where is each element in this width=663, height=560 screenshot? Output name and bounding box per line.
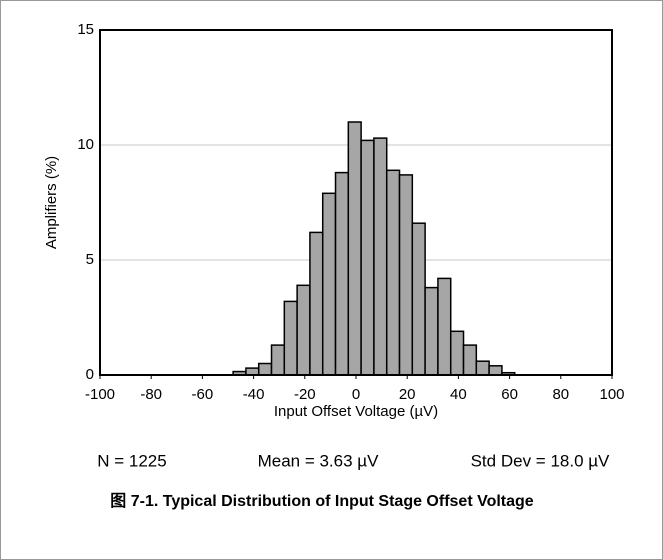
bar (283, 300, 298, 376)
y-tick-label: 10 (77, 136, 94, 153)
x-axis-label: Input Offset Voltage (µV) (274, 403, 438, 420)
x-tick-label: -100 (85, 386, 115, 403)
bar (257, 362, 273, 376)
bar (385, 169, 401, 376)
bar (437, 277, 452, 376)
bar (475, 360, 490, 376)
y-tick-label: 15 (77, 21, 94, 38)
bar (398, 174, 414, 376)
y-tick-label: 0 (86, 366, 94, 383)
x-tick-label: -20 (294, 386, 316, 403)
x-tick-label: 40 (450, 386, 467, 403)
y-tick-label: 5 (86, 251, 94, 268)
bar (321, 192, 337, 376)
x-tick-label: -40 (243, 386, 265, 403)
bar (296, 284, 311, 376)
bar (245, 367, 260, 376)
x-tick-label: 80 (552, 386, 569, 403)
stat-annotation: Std Dev = 18.0 µV (471, 451, 610, 470)
x-tick-label: 0 (352, 386, 360, 403)
bar (360, 139, 375, 376)
bar (488, 365, 503, 376)
y-axis-label: Amplifiers (%) (43, 156, 60, 249)
x-tick-label: -80 (140, 386, 162, 403)
x-tick-label: 20 (399, 386, 416, 403)
stat-annotation: Mean = 3.63 µV (258, 451, 380, 470)
bar (462, 344, 478, 376)
bar (334, 171, 350, 376)
bar (309, 231, 324, 376)
bar (270, 344, 286, 376)
figure-caption: 图 7-1. Typical Distribution of Input Sta… (110, 492, 534, 510)
x-tick-label: -60 (192, 386, 214, 403)
plot-border (99, 29, 613, 376)
x-tick-label: 100 (599, 386, 624, 403)
bar (373, 137, 388, 376)
bar (424, 286, 439, 376)
stat-annotation: N = 1225 (97, 451, 166, 470)
bar (411, 222, 426, 376)
x-tick-label: 60 (501, 386, 518, 403)
bar (449, 330, 465, 376)
bar (347, 121, 362, 376)
